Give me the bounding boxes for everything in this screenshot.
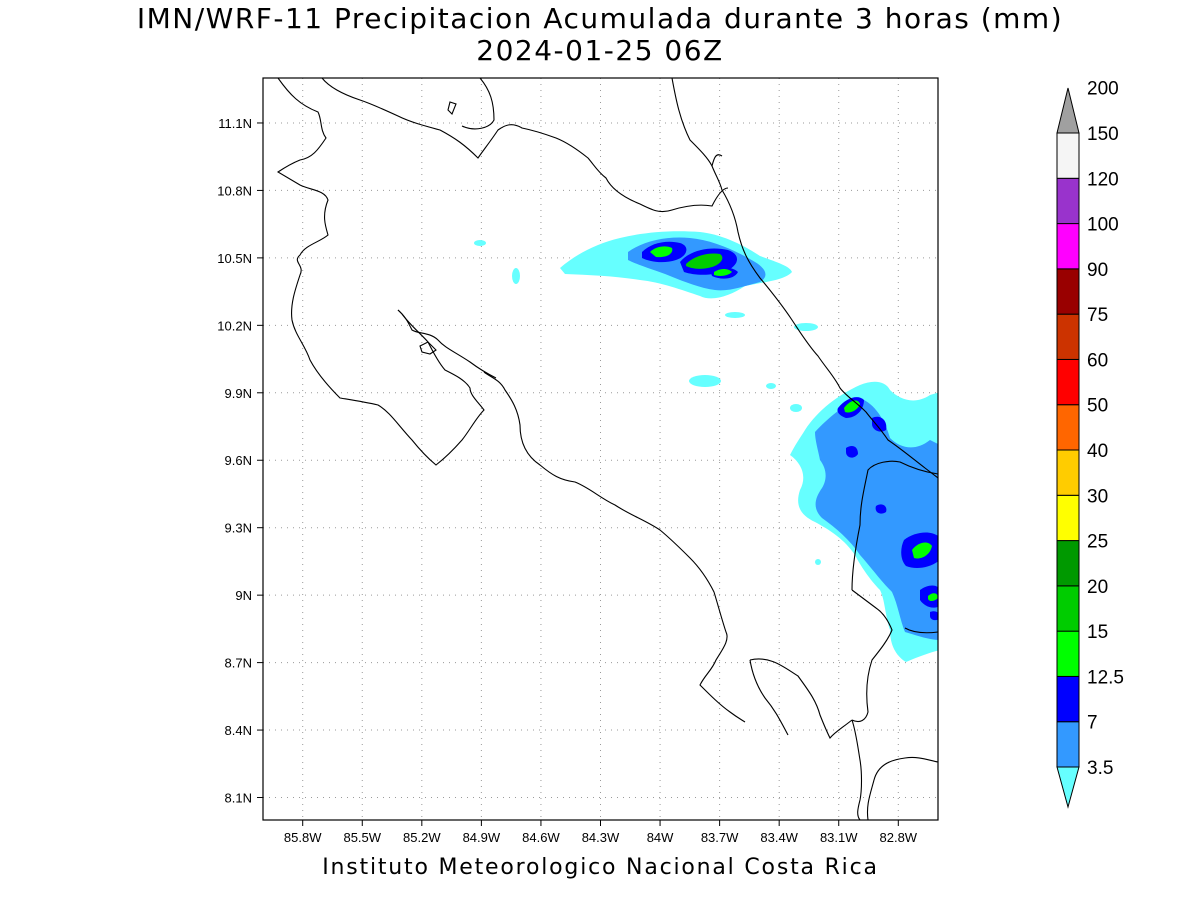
lat-tick-label: 9.6N <box>225 453 252 468</box>
colorbar: 3.5 7 12.5 15 20 25 30 40 50 60 75 90 100 120 150 200 <box>1056 79 1124 809</box>
colorbar-segment <box>1056 404 1080 451</box>
colorbar-segment <box>1056 268 1080 315</box>
map-subtitle: 2024-01-25 06Z <box>476 34 724 67</box>
map-title: IMN/WRF-11 Precipitacion Acumulada duran… <box>136 2 1064 35</box>
precip-cell <box>790 404 802 412</box>
precip-area-heavy <box>930 611 938 621</box>
lon-tick-label: 83.4W <box>760 830 798 845</box>
border <box>711 154 723 167</box>
lat-tick-label: 10.2N <box>217 318 252 333</box>
institution-credit: Instituto Meteorologico Nacional Costa R… <box>322 855 879 880</box>
precipitation-field <box>474 231 938 662</box>
precip-cell <box>512 268 520 284</box>
precip-area-heavy <box>875 504 887 514</box>
colorbar-label: 25 <box>1087 532 1108 553</box>
colorbar-label: 3.5 <box>1087 758 1113 779</box>
precip-cell <box>474 240 486 246</box>
colorbar-label: 75 <box>1087 305 1108 326</box>
precip-area-heavy <box>872 416 887 432</box>
colorbar-label: 20 <box>1087 577 1108 598</box>
border <box>851 460 938 591</box>
colorbar-label: 30 <box>1087 486 1108 507</box>
lat-tick-label: 8.4N <box>225 723 252 738</box>
border <box>851 719 938 820</box>
lat-tick-label: 8.7N <box>225 656 252 671</box>
colorbar-segment <box>1056 449 1080 496</box>
colorbar-segment <box>1056 177 1080 225</box>
colorbar-segment <box>1056 766 1080 809</box>
precip-area-core <box>928 593 938 601</box>
lat-tick-label: 9.3N <box>225 521 252 536</box>
lat-tick-label: 10.5N <box>217 251 252 266</box>
colorbar-segment <box>1056 630 1080 677</box>
lon-tick-label: 84W <box>647 830 674 845</box>
precip-cell <box>689 375 721 387</box>
colorbar-segment <box>1056 585 1080 632</box>
colorbar-segment <box>1056 675 1080 723</box>
precip-cell <box>766 383 776 389</box>
colorbar-label: 15 <box>1087 622 1108 643</box>
lat-tick-label: 9N <box>235 588 252 603</box>
border <box>851 589 893 723</box>
precip-cell <box>815 559 821 565</box>
island-outline <box>447 101 457 115</box>
coastline <box>276 78 485 466</box>
coastline <box>749 658 853 739</box>
colorbar-segment <box>1056 494 1080 542</box>
colorbar-label: 100 <box>1087 215 1119 236</box>
colorbar-label: 12.5 <box>1087 667 1124 688</box>
colorbar-segment <box>1056 132 1080 179</box>
border <box>321 78 729 213</box>
lon-tick-label: 82.8W <box>880 830 918 845</box>
lat-tick-label: 8.1N <box>225 791 252 806</box>
colorbar-label: 40 <box>1087 441 1108 462</box>
lon-tick-label: 84.9W <box>463 830 501 845</box>
grid-lines <box>263 78 938 820</box>
coastline <box>483 371 746 723</box>
precip-area-core <box>714 269 732 276</box>
lon-tick-label: 84.3W <box>582 830 620 845</box>
coastline <box>461 78 495 130</box>
precip-area-heavy <box>846 446 858 458</box>
axis-ticks: 85.8W 85.5W 85.2W 84.9W 84.6W 84.3W 84W 83.7W 83… <box>217 116 918 845</box>
colorbar-segment <box>1056 313 1080 360</box>
lon-tick-label: 85.5W <box>343 830 381 845</box>
coastline <box>397 309 497 379</box>
lon-tick-label: 85.8W <box>284 830 322 845</box>
colorbar-segment <box>1056 721 1080 768</box>
precip-cell <box>794 323 818 331</box>
precip-area-core <box>912 542 932 559</box>
lat-tick-label: 11.1N <box>218 116 252 131</box>
coastlines-borders <box>276 78 938 820</box>
coastline <box>904 627 938 634</box>
lon-tick-label: 85.2W <box>403 830 441 845</box>
colorbar-label: 90 <box>1087 260 1108 281</box>
colorbar-segment <box>1056 358 1080 406</box>
border <box>671 78 938 479</box>
lat-tick-label: 9.9N <box>225 386 252 401</box>
precip-area-core <box>650 246 673 258</box>
lake-outline <box>419 341 437 355</box>
colorbar-label: 7 <box>1087 713 1098 734</box>
colorbar-segment <box>1056 540 1080 587</box>
lat-tick-label: 10.8N <box>217 183 252 198</box>
precip-area-medium <box>815 398 938 640</box>
colorbar-label: 200 <box>1087 79 1119 100</box>
lon-tick-label: 83.1W <box>820 830 858 845</box>
colorbar-label: 150 <box>1087 124 1119 145</box>
colorbar-segment <box>1056 223 1080 270</box>
lon-tick-label: 83.7W <box>701 830 739 845</box>
colorbar-segment <box>1056 87 1080 134</box>
colorbar-label: 50 <box>1087 396 1108 417</box>
colorbar-label: 60 <box>1087 350 1108 371</box>
precip-area-core <box>686 253 723 269</box>
lon-tick-label: 84.6W <box>522 830 560 845</box>
colorbar-label: 120 <box>1087 169 1119 190</box>
precip-cell <box>725 312 745 318</box>
coastline <box>749 659 789 736</box>
